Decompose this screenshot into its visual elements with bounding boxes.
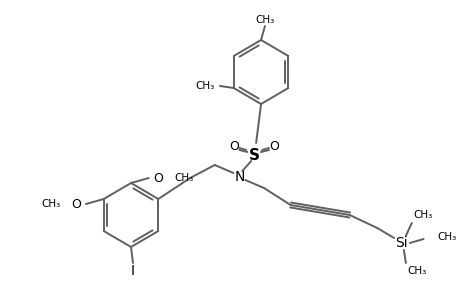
Text: CH₃: CH₃ <box>413 210 432 220</box>
Text: S: S <box>248 148 259 163</box>
Text: CH₃: CH₃ <box>41 199 60 209</box>
Text: CH₃: CH₃ <box>195 81 214 91</box>
Text: N: N <box>234 170 244 184</box>
Text: O: O <box>269 140 278 154</box>
Text: CH₃: CH₃ <box>255 15 274 25</box>
Text: CH₃: CH₃ <box>407 266 426 276</box>
Text: O: O <box>71 197 81 211</box>
Text: CH₃: CH₃ <box>174 173 193 183</box>
Text: Si: Si <box>395 236 407 250</box>
Text: O: O <box>153 172 163 184</box>
Text: O: O <box>229 140 239 154</box>
Text: I: I <box>131 264 134 278</box>
Text: CH₃: CH₃ <box>437 232 456 242</box>
